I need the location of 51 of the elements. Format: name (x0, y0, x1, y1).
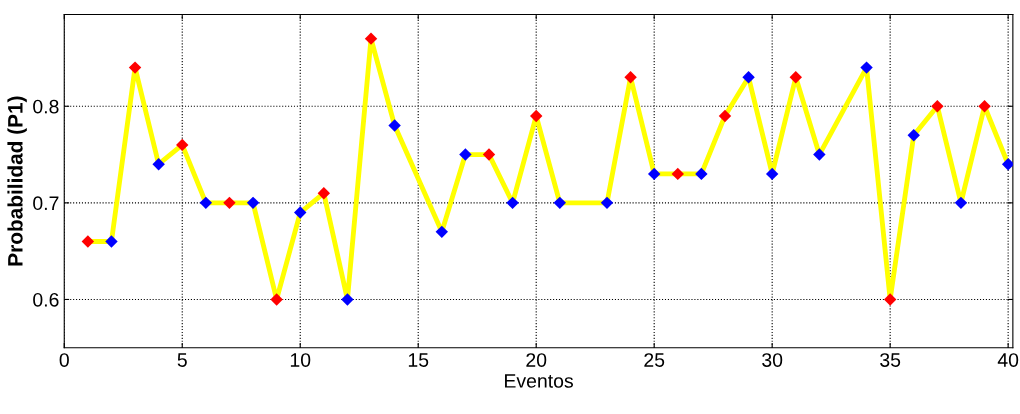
x-tick-label: 5 (177, 353, 187, 367)
x-tick-label: 25 (644, 353, 665, 367)
point (883, 293, 897, 306)
point (459, 148, 472, 161)
point (246, 196, 260, 210)
x-tick-label: 15 (408, 353, 429, 367)
y-tick-label: 0.6 (33, 292, 59, 307)
point (718, 109, 732, 123)
point (176, 138, 189, 152)
point (1001, 158, 1013, 171)
y-tick-label: 0.7 (33, 196, 59, 211)
point (482, 148, 496, 161)
point (270, 293, 283, 306)
x-tick-label: 10 (290, 353, 311, 367)
point (506, 196, 519, 210)
point (435, 225, 449, 239)
point (600, 196, 614, 210)
point (553, 196, 567, 210)
point (152, 158, 165, 171)
point (978, 100, 991, 113)
point (341, 293, 354, 306)
point (860, 61, 873, 74)
point (931, 100, 944, 113)
point (695, 167, 708, 181)
point (128, 61, 142, 74)
point (223, 196, 236, 210)
point (789, 71, 802, 84)
point (105, 235, 118, 248)
x-tick-label: 35 (880, 353, 901, 367)
y-tick-label: 0.8 (33, 99, 59, 114)
point (294, 206, 307, 219)
point (624, 71, 637, 84)
point (317, 186, 331, 200)
x-tick-label: 20 (526, 353, 547, 367)
point (907, 129, 920, 142)
point (742, 71, 755, 84)
x-tick-label: 0 (59, 353, 69, 367)
x-axis-title: Eventos (505, 374, 573, 388)
point (647, 167, 661, 181)
point (199, 196, 213, 210)
point (81, 235, 95, 248)
point (765, 167, 779, 181)
point (671, 167, 684, 181)
x-tick-label: 40 (997, 353, 1019, 367)
point (388, 119, 401, 132)
point (954, 196, 968, 210)
x-tick-label: 30 (762, 353, 783, 367)
point (364, 32, 378, 45)
y-axis-title: Probabilidad (P1) (7, 96, 27, 266)
point (529, 109, 543, 123)
point (813, 148, 826, 161)
